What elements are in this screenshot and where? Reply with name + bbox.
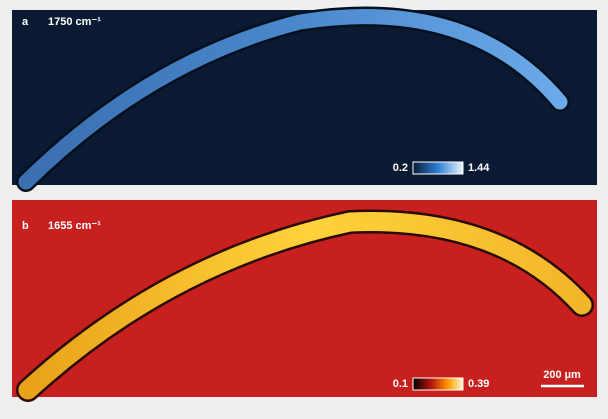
colorbar	[413, 378, 463, 390]
colorbar-min: 0.1	[393, 378, 408, 390]
figure: a 1750 cm⁻¹ 0.2 1.44 b 1655 cm⁻¹ 0.1 0.3…	[0, 0, 608, 419]
wavenumber-label: 1655 cm⁻¹	[48, 220, 101, 232]
panel-a-image	[12, 10, 597, 185]
colorbar	[413, 162, 463, 174]
panel-label: a	[22, 16, 29, 28]
panel-label: b	[22, 220, 29, 232]
colorbar-min: 0.2	[393, 162, 408, 174]
wavenumber-label: 1750 cm⁻¹	[48, 16, 101, 28]
colorbar-max: 1.44	[468, 162, 490, 174]
scale-bar-label: 200 µm	[543, 369, 581, 381]
colorbar-max: 0.39	[468, 378, 489, 390]
